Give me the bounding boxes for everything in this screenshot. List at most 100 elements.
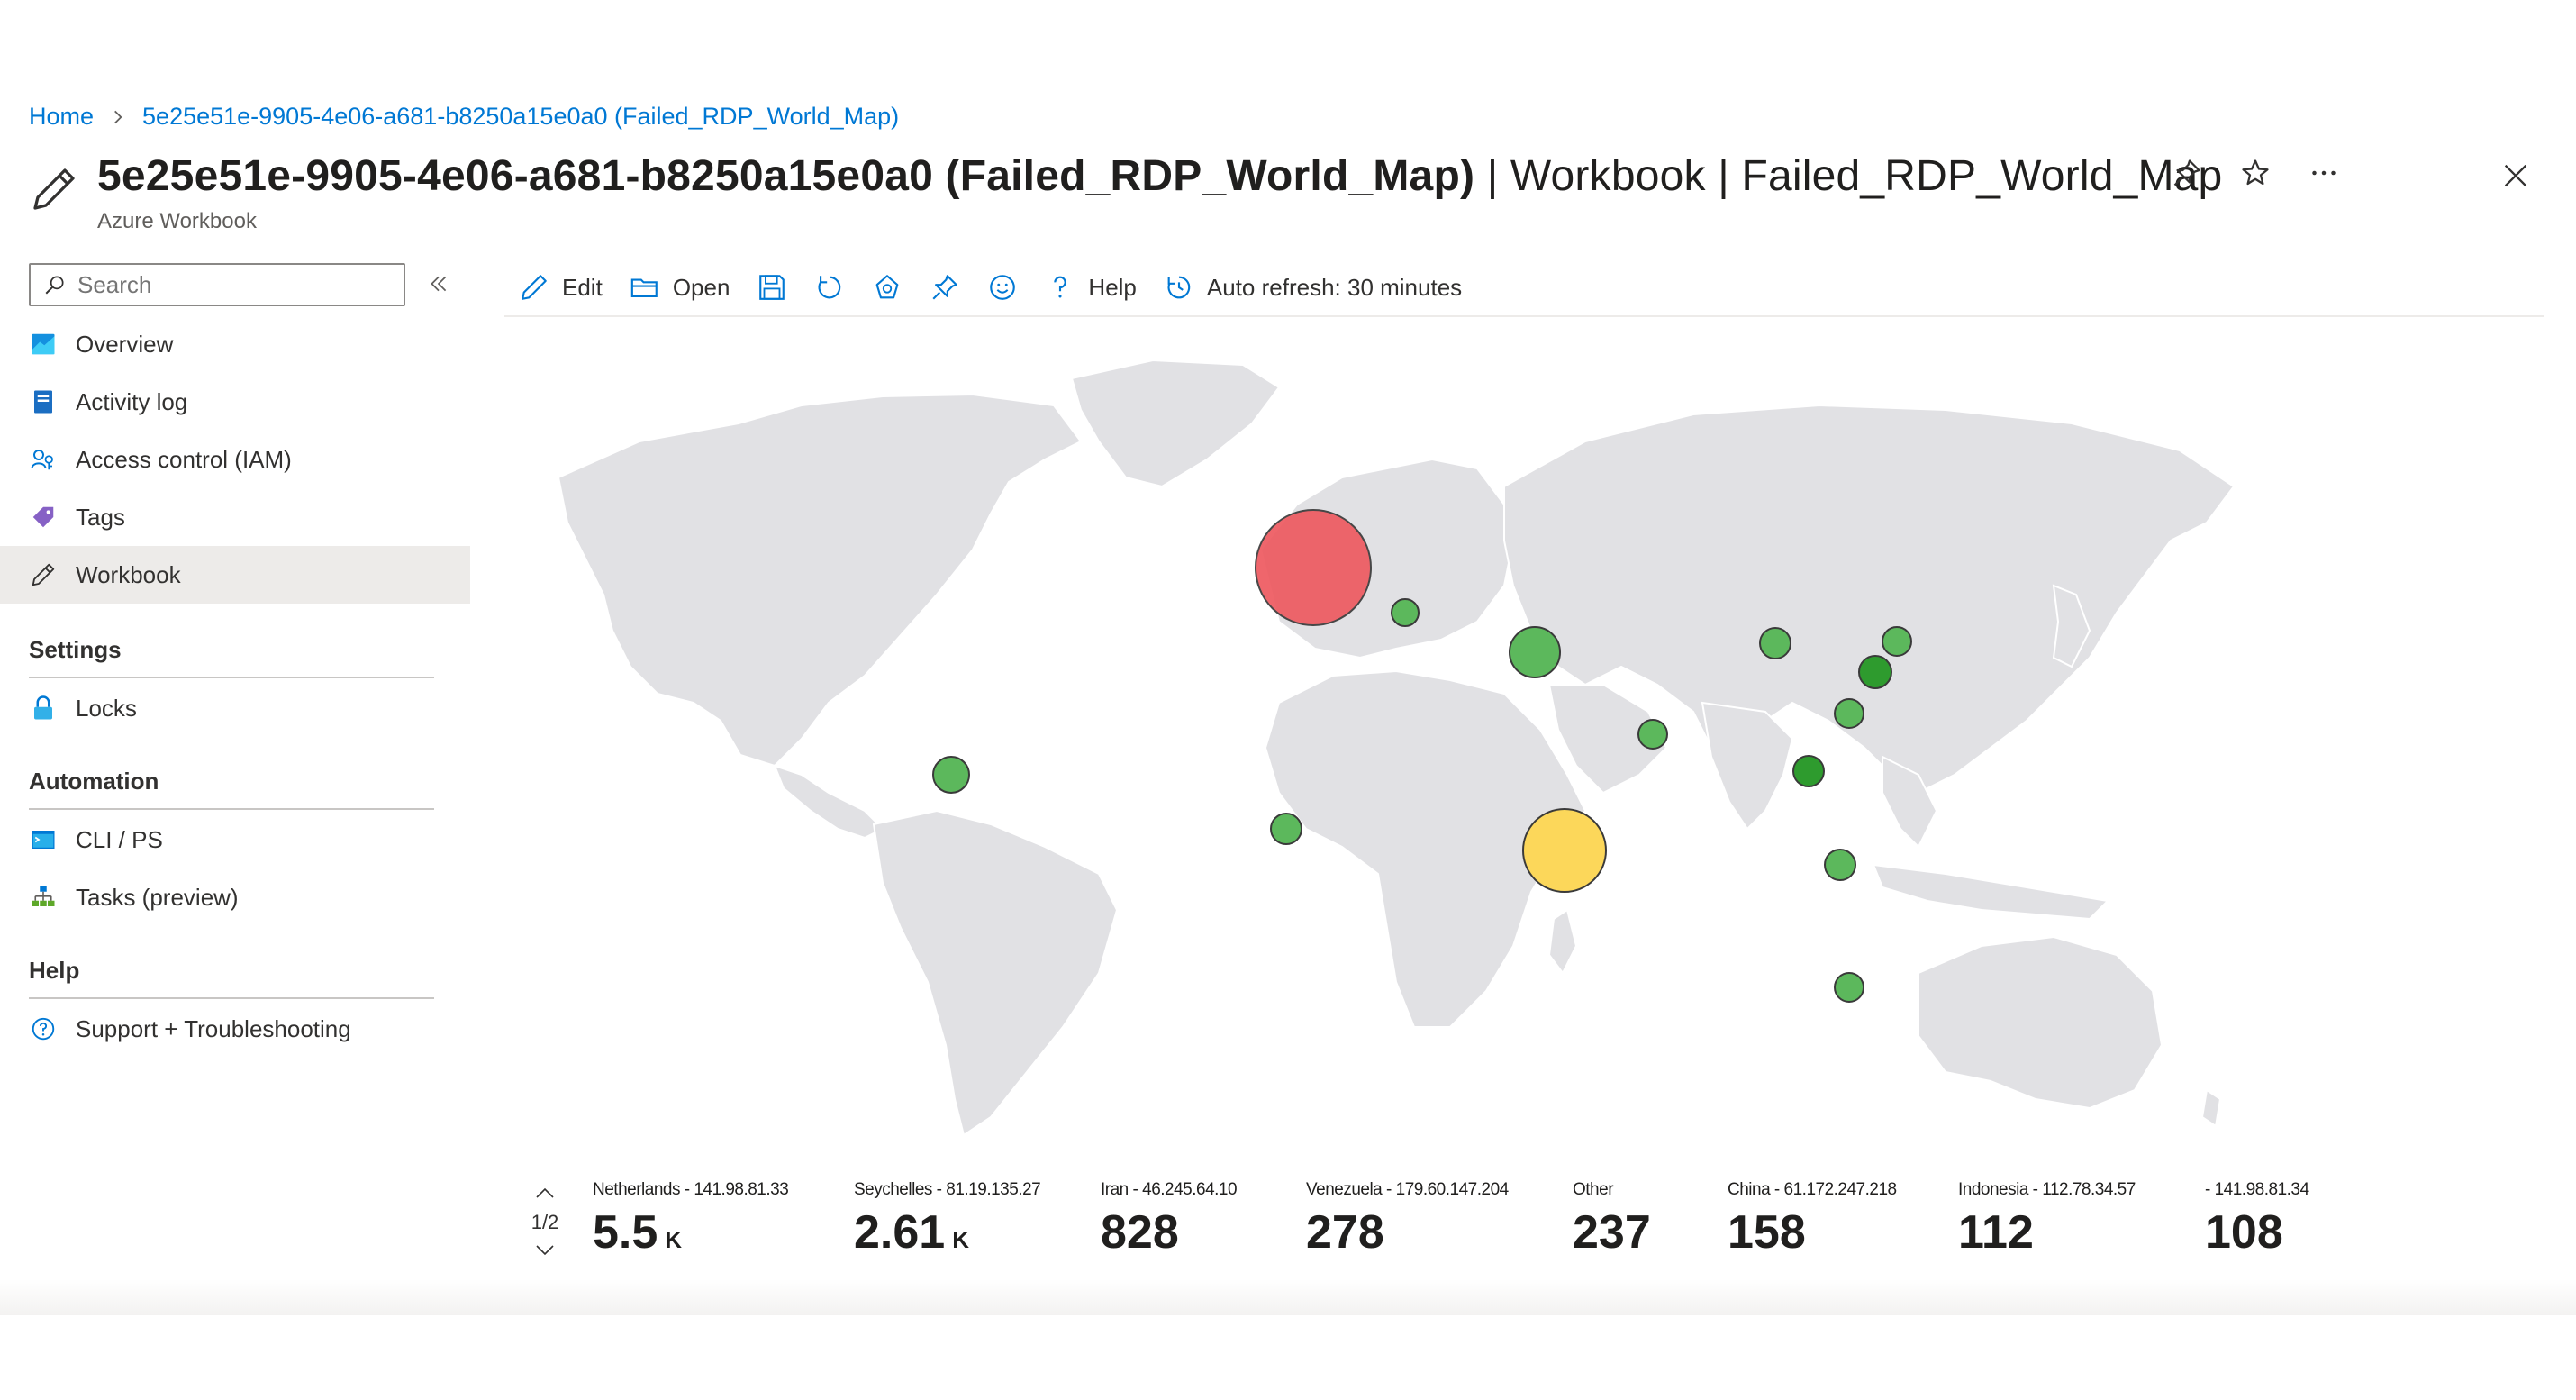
auto-refresh-button[interactable]: Auto refresh: 30 minutes [1164, 272, 1462, 303]
bubble-india[interactable] [1637, 719, 1668, 750]
tile-unit: K [952, 1226, 969, 1253]
more-icon[interactable] [2308, 157, 2340, 189]
indonesia-landmass [1872, 863, 2110, 921]
sidebar-item-label: Tags [76, 503, 125, 531]
edit-button[interactable]: Edit [519, 272, 603, 303]
bubble-seychelles[interactable] [1522, 808, 1607, 893]
sidebar-item-label: Support + Troubleshooting [76, 1014, 351, 1042]
smiley-icon [990, 275, 1016, 300]
india-landmass [1701, 701, 1794, 831]
stat-tile[interactable]: Iran - 46.245.64.10 828 [1101, 1180, 1238, 1259]
bubble-indonesia[interactable] [1824, 849, 1856, 881]
share-icon [876, 275, 899, 299]
search-box[interactable] [29, 263, 405, 306]
close-icon[interactable] [2500, 160, 2531, 191]
tile-value: 112 [1958, 1205, 2136, 1259]
tile-value: 158 [1728, 1205, 1897, 1259]
sidebar-item-support[interactable]: Support + Troubleshooting [0, 1000, 470, 1058]
pin-button[interactable] [930, 272, 960, 303]
stat-tile[interactable]: Netherlands - 141.98.81.33 5.5 K [593, 1180, 789, 1259]
star-icon[interactable] [2239, 157, 2272, 189]
sidebar-item-overview[interactable]: Overview [0, 315, 470, 373]
help-label: Help [1088, 273, 1137, 301]
tile-number: 108 [2205, 1206, 2283, 1259]
chevron-up-icon[interactable] [534, 1186, 556, 1200]
sidebar-item-locks[interactable]: Locks [0, 679, 470, 737]
tile-label: Indonesia - 112.78.34.57 [1958, 1180, 2136, 1199]
stat-tile[interactable]: Other 237 [1573, 1180, 1651, 1259]
world-map [504, 324, 2544, 1171]
open-button[interactable]: Open [630, 272, 730, 303]
south-america-landmass [872, 809, 1119, 1137]
tile-value: 237 [1573, 1205, 1651, 1259]
tile-label: Seychelles - 81.19.135.27 [854, 1180, 1041, 1199]
pencil-icon [29, 560, 58, 589]
pin-icon[interactable] [2171, 157, 2203, 189]
tile-pager: 1/2 [522, 1182, 567, 1263]
bubble-vietnam[interactable] [1792, 755, 1825, 787]
breadcrumb-current[interactable]: 5e25e51e-9905-4e06-a681-b8250a15e0a0 (Fa… [142, 103, 900, 130]
help-button[interactable]: Help [1045, 272, 1137, 303]
sidebar-item-tasks[interactable]: Tasks (preview) [0, 868, 470, 926]
bubble-australia[interactable] [1834, 972, 1864, 1003]
bubble-balkans[interactable] [1391, 598, 1420, 627]
breadcrumb-home[interactable]: Home [29, 103, 95, 130]
open-label: Open [672, 273, 730, 301]
collapse-icon[interactable] [427, 272, 450, 295]
overview-icon [29, 330, 58, 359]
search-input[interactable] [77, 270, 384, 299]
sidebar-item-label: Overview [76, 330, 174, 358]
madagascar-landmass [1547, 908, 1578, 975]
stat-tile[interactable]: China - 61.172.247.218 158 [1728, 1180, 1897, 1259]
sidebar-item-tags[interactable]: Tags [0, 488, 470, 546]
refresh-icon [818, 276, 841, 299]
sidebar-item-label: CLI / PS [76, 825, 163, 853]
bubble-shanghai[interactable] [1858, 655, 1892, 689]
tile-value: 108 [2205, 1205, 2309, 1259]
save-button[interactable] [757, 272, 787, 303]
bubble-korea[interactable] [1882, 626, 1912, 657]
stat-tile[interactable]: Seychelles - 81.19.135.27 2.61 K [854, 1180, 1041, 1259]
section-automation: Automation [29, 768, 434, 810]
bubble-south-china[interactable] [1834, 698, 1864, 729]
bubble-china[interactable] [1759, 627, 1791, 659]
chevron-down-icon[interactable] [534, 1243, 556, 1258]
greenland-landmass [1070, 359, 1281, 488]
tile-value: 5.5 K [593, 1205, 788, 1259]
toolbar: Edit Open Help Auto refresh: 30 minutes [504, 259, 2544, 317]
bubble-west-africa[interactable] [1270, 813, 1302, 845]
page-title: 5e25e51e-9905-4e06-a681-b8250a15e0a0 (Fa… [97, 151, 2222, 201]
bubble-iran[interactable] [1509, 626, 1561, 678]
tile-label: Netherlands - 141.98.81.33 [593, 1180, 789, 1199]
stat-tile[interactable]: - 141.98.81.34 108 [2205, 1180, 2309, 1259]
refresh-button[interactable] [814, 272, 845, 303]
tile-number: 112 [1958, 1206, 2034, 1259]
pager-label: 1/2 [531, 1211, 559, 1233]
sidebar-item-activity-log[interactable]: Activity log [0, 373, 470, 431]
tag-icon [29, 503, 58, 532]
page-header: 5e25e51e-9905-4e06-a681-b8250a15e0a0 (Fa… [27, 144, 2549, 243]
tile-number: 828 [1101, 1206, 1179, 1259]
tile-label: - 141.98.81.34 [2205, 1180, 2309, 1199]
edit-label: Edit [562, 273, 603, 301]
sidebar-item-label: Workbook [76, 560, 181, 588]
tile-number: 5.5 [593, 1206, 658, 1259]
stat-tile[interactable]: Indonesia - 112.78.34.57 112 [1958, 1180, 2136, 1259]
sidebar-item-workbook[interactable]: Workbook [0, 546, 470, 604]
bubble-layer [932, 509, 1912, 1003]
share-button[interactable] [872, 272, 903, 303]
sidebar-item-iam[interactable]: Access control (IAM) [0, 431, 470, 488]
search-icon [45, 276, 64, 295]
tile-value: 2.61 K [854, 1205, 1040, 1259]
sidebar-item-cli-ps[interactable]: CLI / PS [0, 811, 470, 868]
sidebar-item-label: Activity log [76, 387, 188, 415]
stat-tile[interactable]: Venezuela - 179.60.147.204 278 [1306, 1180, 1509, 1259]
folder-open-icon [630, 278, 658, 297]
page-title-suffix: | Workbook | Failed_RDP_World_Map [1474, 152, 2223, 200]
tile-number: 237 [1573, 1206, 1651, 1259]
southeast-asia-landmass [1882, 755, 1938, 849]
feedback-button[interactable] [987, 272, 1018, 303]
bubble-venezuela[interactable] [932, 756, 970, 794]
page-title-main: 5e25e51e-9905-4e06-a681-b8250a15e0a0 (Fa… [97, 152, 1475, 200]
bubble-netherlands[interactable] [1255, 509, 1372, 626]
